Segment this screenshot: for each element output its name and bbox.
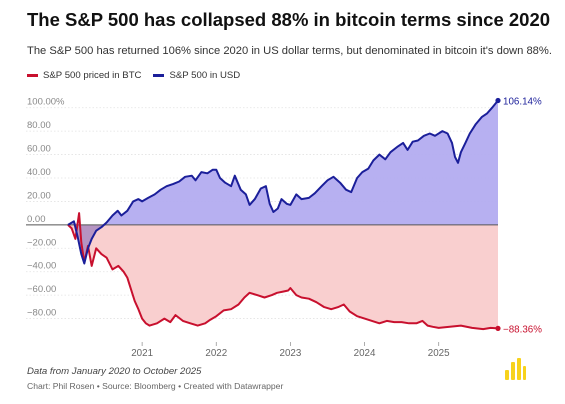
chart-subtitle: The S&P 500 has returned 106% since 2020… <box>27 45 552 57</box>
legend-item-usd: S&P 500 in USD <box>153 70 240 81</box>
area-fills <box>68 100 498 330</box>
legend-swatch-btc <box>27 74 38 77</box>
x-tick-label-3: 2024 <box>354 348 376 359</box>
y-tick-label-2: 60.00 <box>27 144 51 155</box>
y-tick-label-7: −40.00 <box>27 261 56 272</box>
chart-credit: Chart: Phil Rosen • Source: Bloomberg • … <box>27 381 284 391</box>
y-tick-label-1: 80.00 <box>27 120 51 131</box>
x-tick-label-1: 2022 <box>205 348 227 359</box>
btc-end-label: −88.36% <box>503 324 542 335</box>
usd-area-fill <box>68 100 498 225</box>
legend-swatch-usd <box>153 74 165 77</box>
x-tick-label-4: 2025 <box>428 348 450 359</box>
y-tick-label-0: 100.00% <box>27 97 65 108</box>
brand-logo-icon <box>505 358 526 380</box>
legend-label-btc: S&P 500 priced in BTC <box>43 70 142 81</box>
chart-legend: S&P 500 priced in BTC S&P 500 in USD <box>27 70 252 81</box>
legend-item-btc: S&P 500 priced in BTC <box>27 70 141 81</box>
btc-area-fill <box>68 224 498 330</box>
usd-endpoint-marker <box>495 97 501 104</box>
y-tick-label-9: −80.00 <box>27 308 56 319</box>
x-tick-label-2: 2023 <box>280 348 302 359</box>
btc-series-line <box>67 212 499 331</box>
chart-title: The S&P 500 has collapsed 88% in bitcoin… <box>27 9 551 30</box>
legend-label-usd: S&P 500 in USD <box>169 70 241 81</box>
axis-labels: 100.00% 80.00 60.00 40.00 20.00 0.00 −20.00 −40… <box>27 97 542 359</box>
x-tick-label-0: 2021 <box>131 348 153 359</box>
y-tick-label-8: −60.00 <box>27 284 56 295</box>
y-tick-label-6: −20.00 <box>27 237 56 248</box>
series-lines <box>67 97 501 331</box>
usd-end-label: 106.14% <box>503 97 542 108</box>
y-tick-label-4: 20.00 <box>27 190 51 201</box>
btc-endpoint-marker <box>495 325 501 331</box>
usd-series-line <box>67 99 499 265</box>
y-tick-label-3: 40.00 <box>27 167 51 178</box>
y-tick-label-5: 0.00 <box>27 214 46 225</box>
data-note: Data from January 2020 to October 2025 <box>27 366 202 377</box>
